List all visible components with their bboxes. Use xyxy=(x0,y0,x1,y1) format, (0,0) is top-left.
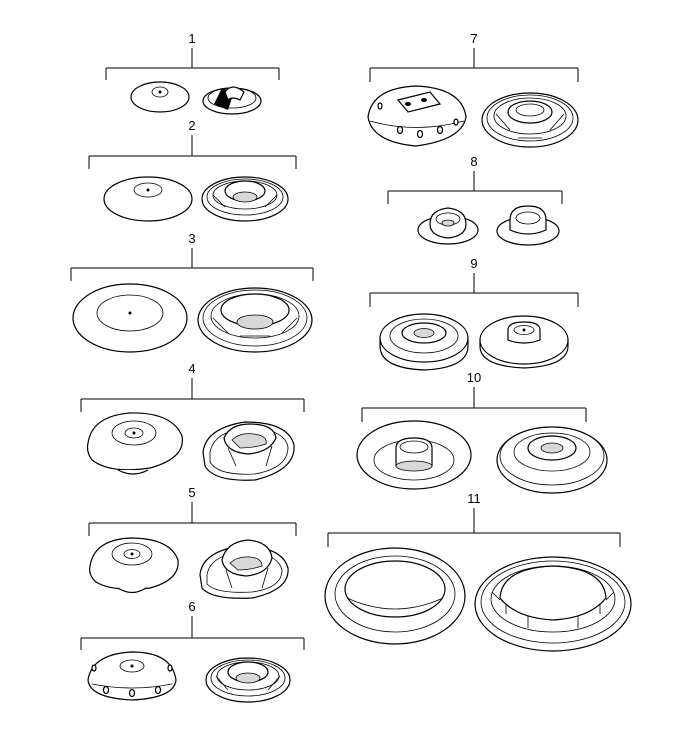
group-10: 10 xyxy=(356,370,608,494)
group-1: 1 xyxy=(105,31,280,115)
plug-10-top-view xyxy=(356,420,472,490)
plug-3-top-view xyxy=(72,283,188,353)
group-8-label: 8 xyxy=(470,154,477,169)
plug-8-bottom-view xyxy=(496,205,560,246)
group-7-label: 7 xyxy=(470,31,477,46)
plug-6-top-view xyxy=(87,651,177,701)
plug-2-bottom-view xyxy=(201,176,289,222)
grommet-11-top-view xyxy=(324,547,466,645)
group-2: 2 xyxy=(88,118,297,222)
plug-6-bottom-view xyxy=(205,657,291,703)
plug-11-bottom-view xyxy=(474,556,632,652)
plug-4-bottom-view xyxy=(202,421,295,481)
plug-8-top-view xyxy=(417,207,479,245)
plug-7-top-view xyxy=(367,85,467,147)
plug-5-bottom-view xyxy=(199,539,289,599)
group-8: 8 xyxy=(387,154,563,246)
group-4: 4 xyxy=(80,361,305,481)
group-5: 5 xyxy=(88,485,297,599)
group-1-label: 1 xyxy=(188,31,195,46)
group-3: 3 xyxy=(70,231,314,353)
group-11-label: 11 xyxy=(467,491,481,506)
group-2-label: 2 xyxy=(188,118,195,133)
group-6-label: 6 xyxy=(188,599,195,614)
group-7: 7 xyxy=(367,31,579,148)
plug-9-bottom-view xyxy=(479,315,569,369)
plug-9-top-view xyxy=(379,313,469,371)
group-9-label: 9 xyxy=(470,256,477,271)
plug-1-top-view xyxy=(130,81,190,113)
plug-2-top-view xyxy=(103,176,193,222)
group-11: 11 xyxy=(324,491,632,652)
plug-4-top-view xyxy=(86,412,183,475)
plug-3-bottom-view xyxy=(197,287,313,353)
plug-5-top-view xyxy=(89,537,179,594)
group-6: 6 xyxy=(80,599,305,703)
group-10-label: 10 xyxy=(467,370,481,385)
group-9: 9 xyxy=(369,256,579,371)
group-3-label: 3 xyxy=(188,231,195,246)
plug-10-bottom-view xyxy=(496,426,608,494)
group-4-label: 4 xyxy=(188,361,195,376)
plug-7-bottom-view xyxy=(481,92,579,148)
plug-1-bottom-view xyxy=(202,86,262,115)
group-5-label: 5 xyxy=(188,485,195,500)
